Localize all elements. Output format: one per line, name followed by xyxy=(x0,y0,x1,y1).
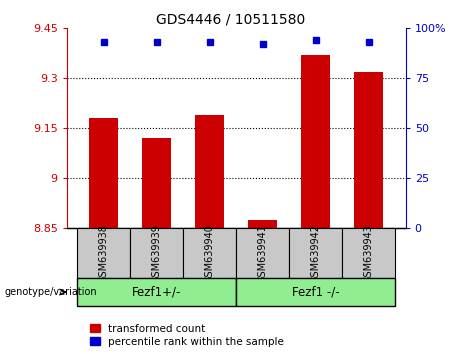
Bar xyxy=(130,228,183,278)
Text: Fezf1+/-: Fezf1+/- xyxy=(132,286,182,298)
Bar xyxy=(301,55,330,228)
Bar xyxy=(248,220,278,228)
Text: GSM639943: GSM639943 xyxy=(364,224,373,282)
Bar xyxy=(195,115,225,228)
Text: GSM639938: GSM639938 xyxy=(99,224,109,282)
Text: GSM639940: GSM639940 xyxy=(205,224,215,282)
Text: Fezf1 -/-: Fezf1 -/- xyxy=(292,286,339,298)
Text: GSM639942: GSM639942 xyxy=(311,224,321,282)
Text: GDS4446 / 10511580: GDS4446 / 10511580 xyxy=(156,12,305,27)
Bar xyxy=(89,118,118,228)
Bar xyxy=(342,228,395,278)
Text: genotype/variation: genotype/variation xyxy=(5,287,97,297)
Text: GSM639939: GSM639939 xyxy=(152,224,162,282)
Bar xyxy=(142,138,171,228)
Bar xyxy=(236,278,395,306)
Bar xyxy=(236,228,289,278)
Bar xyxy=(354,72,383,228)
Legend: transformed count, percentile rank within the sample: transformed count, percentile rank withi… xyxy=(88,321,286,349)
Bar xyxy=(77,228,130,278)
Bar xyxy=(289,228,342,278)
Bar xyxy=(77,278,236,306)
Text: GSM639941: GSM639941 xyxy=(258,224,268,282)
Bar xyxy=(183,228,236,278)
